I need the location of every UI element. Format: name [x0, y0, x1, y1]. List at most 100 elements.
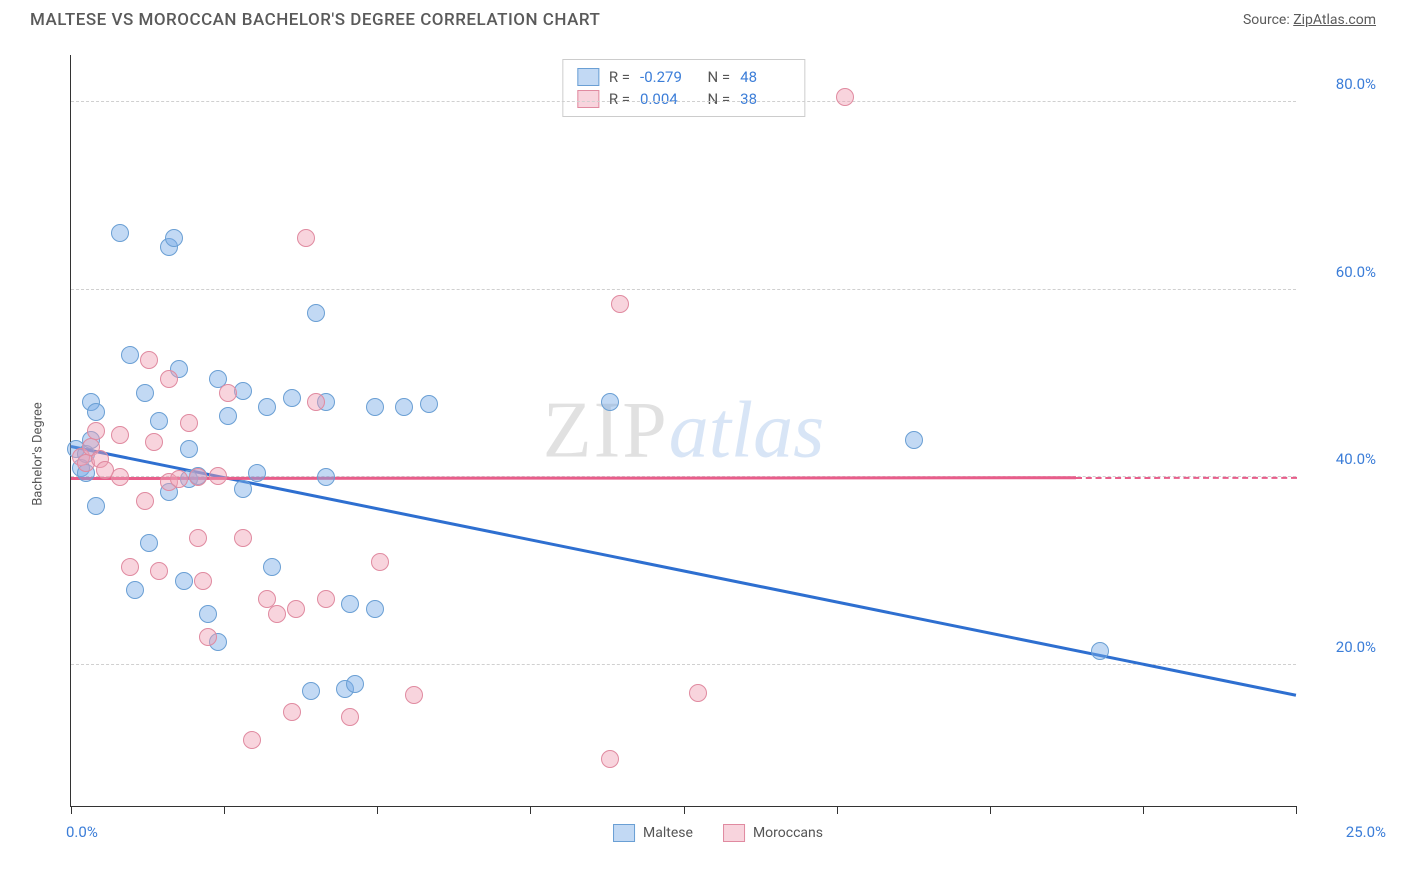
- data-point: [243, 731, 261, 749]
- data-point: [180, 414, 198, 432]
- data-point: [258, 398, 276, 416]
- data-point: [136, 492, 154, 510]
- data-point: [268, 605, 286, 623]
- data-point: [341, 595, 359, 613]
- legend-swatch: [577, 68, 599, 86]
- data-point: [136, 384, 154, 402]
- data-point: [145, 433, 163, 451]
- data-point: [199, 628, 217, 646]
- plot-area: ZIPatlas R = -0.279 N = 48R = 0.004 N = …: [70, 55, 1296, 807]
- data-point: [371, 553, 389, 571]
- x-tick: [71, 806, 72, 814]
- y-tick-label: 20.0%: [1306, 638, 1376, 656]
- data-point: [283, 703, 301, 721]
- data-point: [234, 529, 252, 547]
- n-value: 48: [740, 68, 790, 86]
- correlation-chart: Bachelor's Degree ZIPatlas R = -0.279 N …: [50, 55, 1386, 852]
- watermark: ZIPatlas: [543, 385, 825, 476]
- data-point: [234, 480, 252, 498]
- x-tick: [377, 806, 378, 814]
- data-point: [601, 750, 619, 768]
- data-point: [150, 562, 168, 580]
- data-point: [611, 295, 629, 313]
- data-point: [689, 684, 707, 702]
- data-point: [170, 470, 188, 488]
- data-point: [140, 534, 158, 552]
- data-point: [194, 572, 212, 590]
- legend-label: Moroccans: [753, 825, 823, 841]
- data-point: [307, 393, 325, 411]
- data-point: [836, 88, 854, 106]
- x-tick-label: 0.0%: [66, 823, 98, 841]
- legend-stats-row: R = -0.279 N = 48: [577, 66, 790, 88]
- data-point: [87, 403, 105, 421]
- legend-swatch: [613, 824, 635, 842]
- y-tick-label: 60.0%: [1306, 263, 1376, 281]
- n-label: N =: [700, 68, 730, 86]
- legend-swatch: [723, 824, 745, 842]
- legend-stats-row: R = 0.004 N = 38: [577, 88, 790, 110]
- data-point: [160, 370, 178, 388]
- data-point: [366, 600, 384, 618]
- source-link[interactable]: ZipAtlas.com: [1293, 12, 1376, 28]
- data-point: [165, 229, 183, 247]
- x-tick: [224, 806, 225, 814]
- data-point: [111, 468, 129, 486]
- data-point: [180, 440, 198, 458]
- y-tick-label: 40.0%: [1306, 450, 1376, 468]
- legend-swatch: [577, 90, 599, 108]
- data-point: [219, 384, 237, 402]
- data-point: [111, 426, 129, 444]
- x-tick: [990, 806, 991, 814]
- data-point: [287, 600, 305, 618]
- trend-line-extrapolated: [1075, 476, 1296, 478]
- data-point: [317, 590, 335, 608]
- r-label: R =: [609, 68, 630, 86]
- trend-line: [71, 445, 1296, 696]
- data-point: [341, 708, 359, 726]
- data-point: [317, 468, 335, 486]
- data-point: [121, 346, 139, 364]
- data-point: [189, 529, 207, 547]
- data-point: [307, 304, 325, 322]
- x-tick: [837, 806, 838, 814]
- r-label: R =: [609, 90, 630, 108]
- data-point: [199, 605, 217, 623]
- r-value: -0.279: [640, 68, 690, 86]
- data-point: [905, 431, 923, 449]
- r-value: 0.004: [640, 90, 690, 108]
- data-point: [601, 393, 619, 411]
- x-tick-label: 25.0%: [1316, 823, 1386, 841]
- correlation-stats-legend: R = -0.279 N = 48R = 0.004 N = 38: [562, 59, 805, 117]
- gridline: [71, 101, 1296, 102]
- legend-label: Maltese: [643, 825, 693, 841]
- data-point: [219, 407, 237, 425]
- data-point: [87, 422, 105, 440]
- x-tick: [1296, 806, 1297, 814]
- n-value: 38: [740, 90, 790, 108]
- data-point: [175, 572, 193, 590]
- data-point: [263, 558, 281, 576]
- data-point: [150, 412, 168, 430]
- data-point: [248, 464, 266, 482]
- data-point: [283, 389, 301, 407]
- x-tick: [1143, 806, 1144, 814]
- data-point: [209, 467, 227, 485]
- source-attribution: Source: ZipAtlas.com: [1243, 12, 1376, 28]
- data-point: [395, 398, 413, 416]
- data-point: [189, 468, 207, 486]
- data-point: [346, 675, 364, 693]
- data-point: [1091, 642, 1109, 660]
- data-point: [297, 229, 315, 247]
- data-point: [405, 686, 423, 704]
- data-point: [302, 682, 320, 700]
- data-point: [366, 398, 384, 416]
- y-axis-label: Bachelor's Degree: [31, 402, 46, 506]
- data-point: [121, 558, 139, 576]
- gridline: [71, 289, 1296, 290]
- data-point: [111, 224, 129, 242]
- y-tick-label: 80.0%: [1306, 75, 1376, 93]
- chart-title: MALTESE VS MOROCCAN BACHELOR'S DEGREE CO…: [30, 10, 600, 30]
- n-label: N =: [700, 90, 730, 108]
- data-point: [126, 581, 144, 599]
